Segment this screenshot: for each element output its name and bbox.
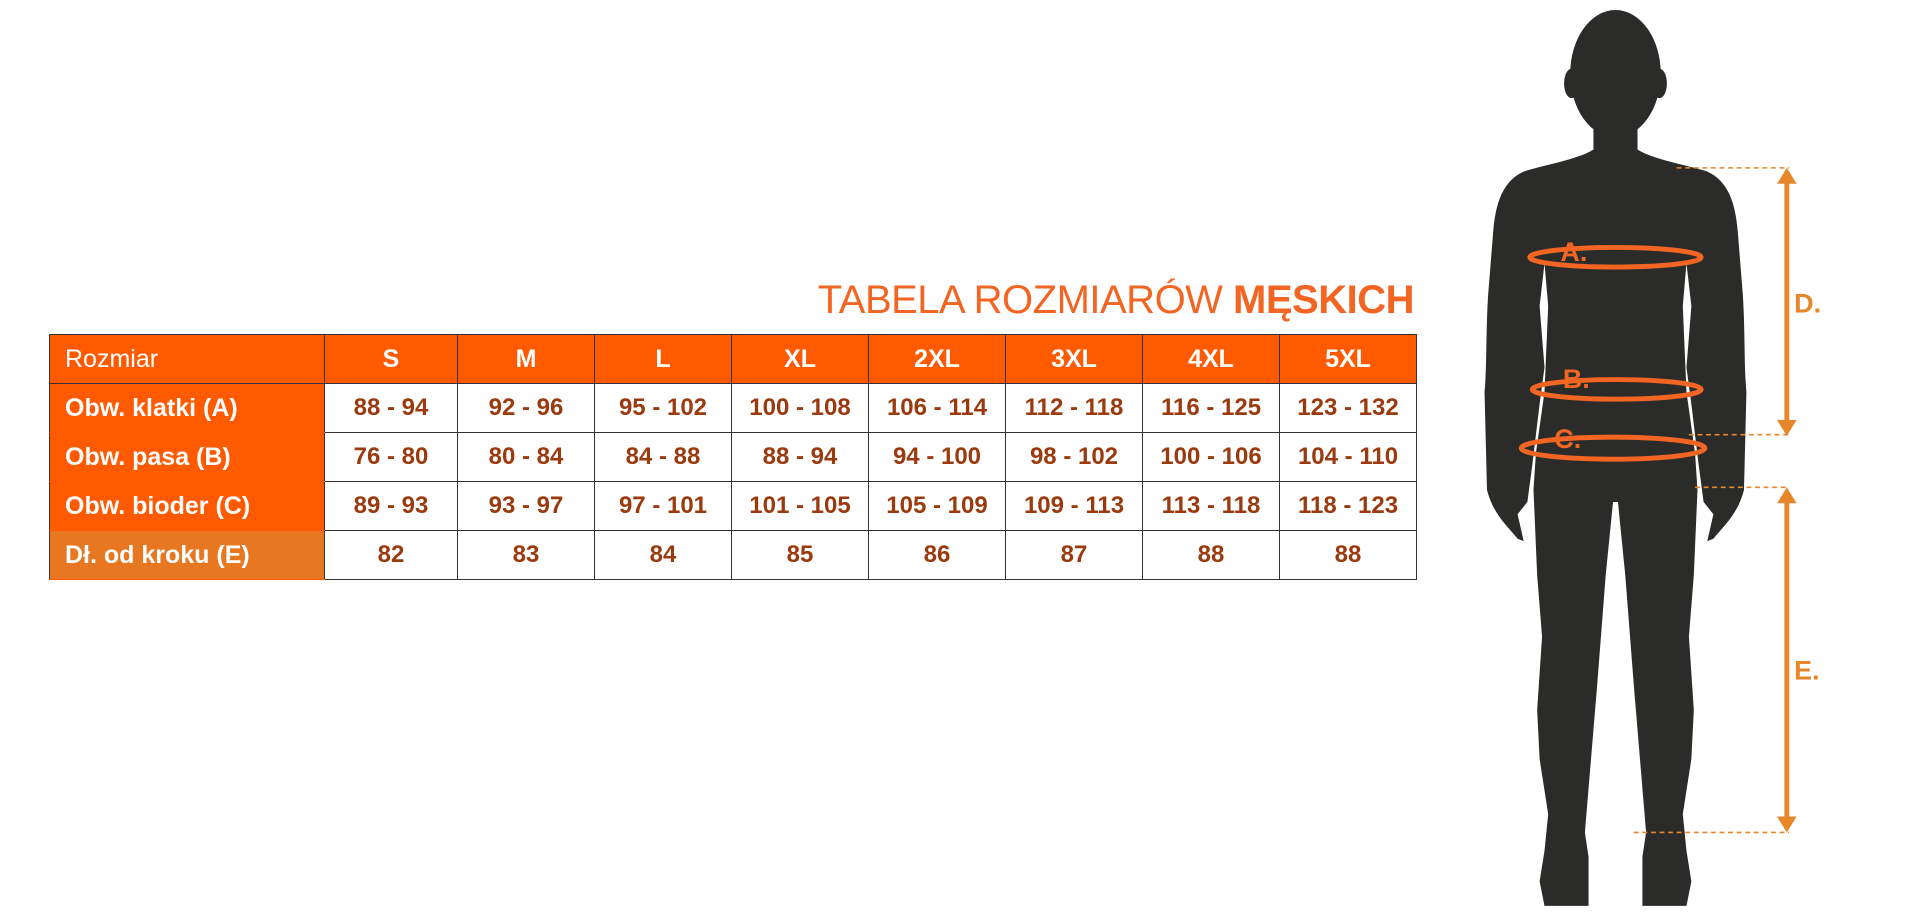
table-cell: 113 - 118 [1142,481,1280,531]
row-label: Obw. bioder (C) [49,481,325,531]
size-table: Rozmiar S M L XL 2XL 3XL 4XL 5XL Obw. kl… [49,334,1417,580]
arrow-head [1777,816,1797,833]
table-cell: 112 - 118 [1005,383,1143,433]
table-cell: 88 [1279,530,1417,580]
size-header: 3XL [1005,334,1143,384]
arrow-head [1777,420,1797,436]
ear-left [1564,68,1579,99]
label-a: A. [1560,237,1587,267]
size-header: S [324,334,458,384]
table-cell: 84 - 88 [594,432,732,482]
table-cell: 88 - 94 [324,383,458,433]
title-regular: TABELA ROZMIARÓW [817,278,1234,322]
header-label: Rozmiar [49,334,325,384]
chest-measure-ring [1527,244,1704,270]
table-cell: 80 - 84 [457,432,595,482]
row-label: Dł. od kroku (E) [49,530,325,580]
head [1570,10,1661,138]
row-label: Obw. klatki (A) [49,383,325,433]
table-cell: 86 [868,530,1006,580]
table-cell: 85 [731,530,869,580]
title-bold: MĘSKICH [1233,278,1414,322]
label-b: B. [1563,364,1590,394]
table-cell: 105 - 109 [868,481,1006,531]
table-cell: 95 - 102 [594,383,732,433]
size-header: 5XL [1279,334,1417,384]
table-cell: 93 - 97 [457,481,595,531]
table-cell: 97 - 101 [594,481,732,531]
table-cell: 88 - 94 [731,432,869,482]
table-cell: 87 [1005,530,1143,580]
table-row: Obw. pasa (B) 76 - 80 80 - 84 84 - 88 88 - 9… [49,432,1417,482]
table-cell: 100 - 108 [731,383,869,433]
table-cell: 101 - 105 [731,481,869,531]
table-cell: 89 - 93 [324,481,458,531]
table-cell: 94 - 100 [868,432,1006,482]
size-header: 2XL [868,334,1006,384]
table-cell: 116 - 125 [1142,383,1280,433]
size-header: 4XL [1142,334,1280,384]
chart-title: TABELA ROZMIARÓW MĘSKICH [817,278,1415,323]
table-cell: 106 - 114 [868,383,1006,433]
table-cell: 82 [324,530,458,580]
table-cell: 118 - 123 [1279,481,1417,531]
table-cell: 83 [457,530,595,580]
table-cell: 109 - 113 [1005,481,1143,531]
waist-measure-ring [1529,377,1704,402]
table-row: Dł. od kroku (E) 82 83 84 85 86 87 88 88 [49,530,1417,580]
size-header: M [457,334,595,384]
table-row: Obw. klatki (A) 88 - 94 92 - 96 95 - 102 100… [49,383,1417,433]
table-cell: 100 - 106 [1142,432,1280,482]
table-row: Obw. bioder (C) 89 - 93 93 - 97 97 - 101 101… [49,481,1417,531]
arrow-head [1777,167,1797,184]
body-silhouette [1484,116,1747,906]
table-cell: 88 [1142,530,1280,580]
table-header-row: Rozmiar S M L XL 2XL 3XL 4XL 5XL [49,334,1417,384]
table-cell: 84 [594,530,732,580]
row-label: Obw. pasa (B) [49,432,325,482]
label-e: E. [1794,655,1819,685]
ear-right [1652,68,1667,99]
table-cell: 104 - 110 [1279,432,1417,482]
hip-measure-ring [1518,434,1708,462]
label-c: C. [1554,424,1581,454]
table-cell: 76 - 80 [324,432,458,482]
label-d: D. [1794,288,1821,318]
arrow-head [1777,487,1797,504]
table-cell: 123 - 132 [1279,383,1417,433]
